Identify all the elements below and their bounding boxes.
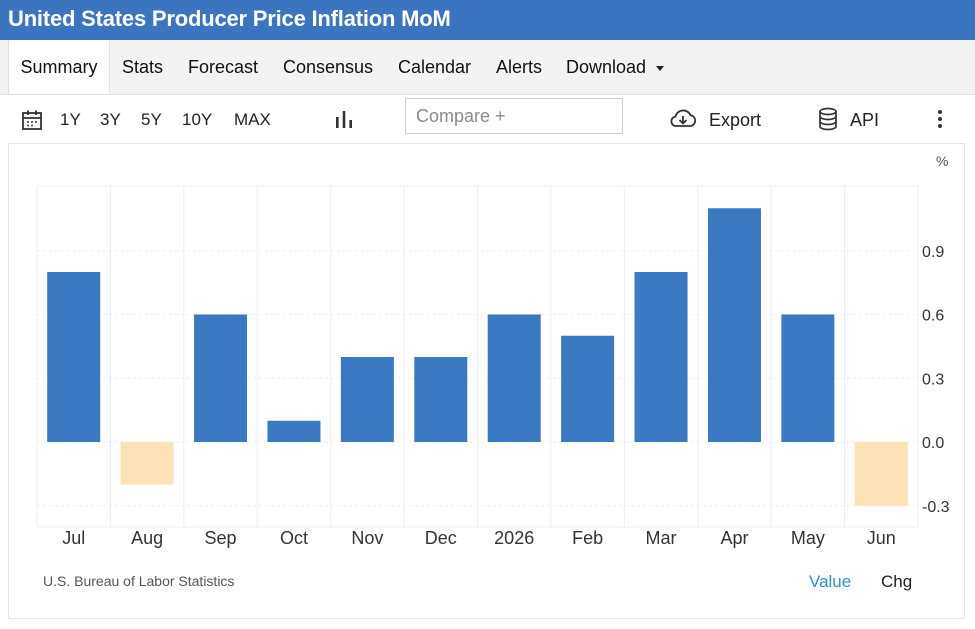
- range-5y-button[interactable]: 5Y: [141, 110, 162, 129]
- bar-2026: [487, 314, 541, 442]
- calendar-icon[interactable]: [21, 109, 43, 131]
- bar-oct: [267, 420, 321, 442]
- chart-toolbar: 1Y 3Y 5Y 10Y MAX Export API: [0, 95, 975, 143]
- x-tick-label: Sep: [205, 528, 237, 548]
- range-max-button[interactable]: MAX: [234, 110, 271, 129]
- x-tick-label: May: [791, 528, 825, 548]
- bar-dec: [414, 357, 468, 442]
- tab-forecast[interactable]: Forecast: [188, 57, 259, 77]
- y-tick-label: 0.0: [922, 435, 944, 452]
- y-tick-label: 0.3: [922, 371, 944, 388]
- bar-apr: [707, 208, 761, 442]
- x-tick-label: Nov: [351, 528, 383, 548]
- tab-calendar[interactable]: Calendar: [398, 57, 472, 77]
- bar-jul: [47, 272, 101, 442]
- compare-input[interactable]: [405, 98, 623, 134]
- bar-jun: [854, 442, 908, 506]
- range-3y-button[interactable]: 3Y: [100, 110, 121, 129]
- bar-mar: [634, 272, 688, 442]
- more-vertical-icon[interactable]: [936, 109, 944, 129]
- y-unit-label: %: [936, 153, 948, 169]
- x-tick-label: Dec: [425, 528, 457, 548]
- source-label: U.S. Bureau of Labor Statistics: [43, 573, 235, 589]
- x-tick-label: Mar: [646, 528, 677, 548]
- cloud-download-icon[interactable]: [668, 108, 698, 130]
- bar-nov: [340, 357, 394, 442]
- tab-download[interactable]: Download: [566, 40, 665, 94]
- x-tick-label: Jun: [867, 528, 896, 548]
- range-1y-button[interactable]: 1Y: [60, 110, 81, 129]
- caret-down-icon: [656, 65, 665, 71]
- api-button[interactable]: API: [850, 110, 880, 130]
- y-tick-label: 0.9: [922, 244, 944, 261]
- bar-feb: [561, 335, 615, 442]
- x-tick-label: Oct: [280, 528, 308, 548]
- database-icon[interactable]: [818, 107, 838, 131]
- page-title: United States Producer Price Inflation M…: [8, 6, 451, 31]
- tab-bar: Summary Stats Forecast Consensus Calenda…: [0, 40, 975, 95]
- range-10y-button[interactable]: 10Y: [182, 110, 213, 129]
- value-toggle[interactable]: Value: [809, 572, 852, 591]
- x-tick-label: Feb: [572, 528, 603, 548]
- x-tick-label: 2026: [494, 528, 534, 548]
- tab-summary[interactable]: Summary: [8, 40, 110, 94]
- bar-chart-icon[interactable]: [334, 109, 354, 129]
- x-tick-label: Aug: [131, 528, 163, 548]
- bar-sep: [194, 314, 248, 442]
- export-button[interactable]: Export: [709, 110, 762, 130]
- y-tick-label: 0.6: [922, 308, 944, 325]
- tab-consensus[interactable]: Consensus: [283, 57, 374, 77]
- bar-aug: [120, 442, 174, 485]
- bar-may: [781, 314, 835, 442]
- tab-stats[interactable]: Stats: [122, 57, 164, 77]
- x-tick-label: Apr: [720, 528, 748, 548]
- tab-download-label: Download: [566, 57, 647, 77]
- chart-panel: [8, 143, 965, 619]
- title-bar: United States Producer Price Inflation M…: [0, 0, 975, 40]
- tab-alerts[interactable]: Alerts: [496, 57, 543, 77]
- x-tick-label: Jul: [62, 528, 85, 548]
- chg-toggle[interactable]: Chg: [881, 572, 913, 591]
- y-tick-label: -0.3: [922, 499, 950, 516]
